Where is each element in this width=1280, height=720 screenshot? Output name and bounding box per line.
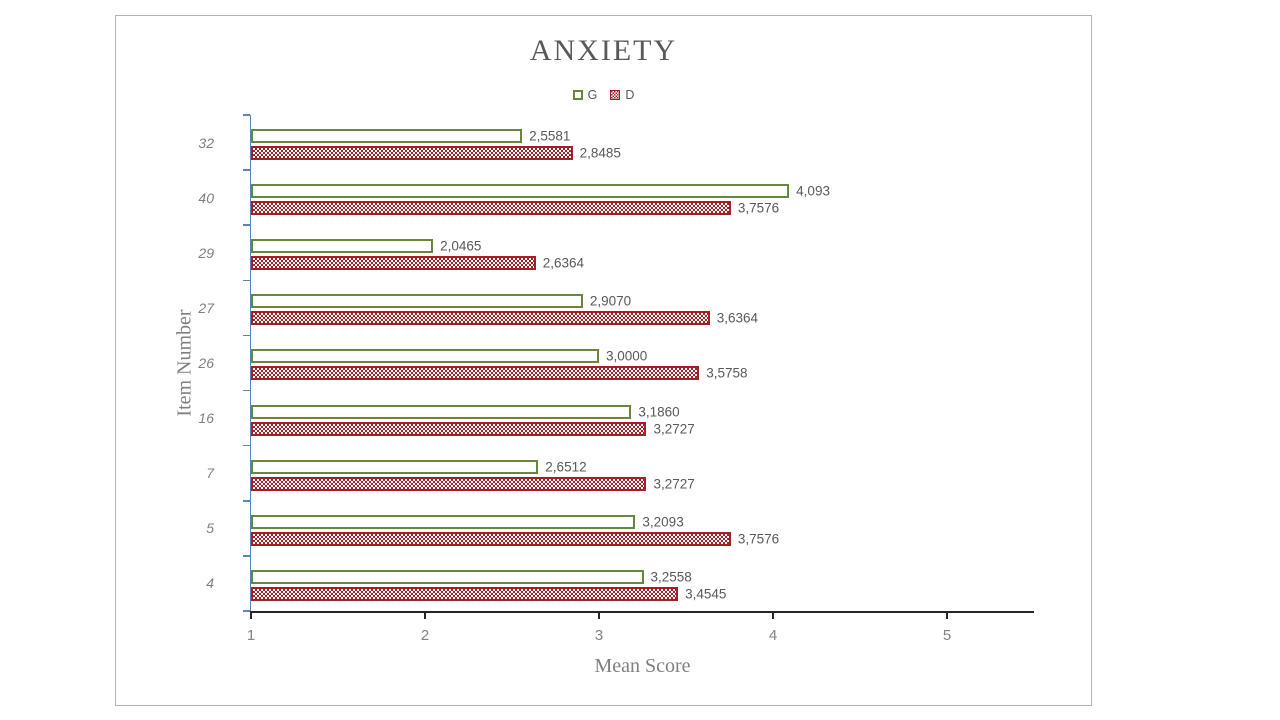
bar-g-16: 3,1860 — [251, 404, 680, 419]
y-tick — [242, 224, 250, 226]
bar-g-5: 3,2093 — [251, 514, 684, 529]
category-group: 26 3,0000 3,5758 — [198, 335, 1034, 390]
category-label: 40 — [198, 189, 214, 206]
category-group: 40 4,093 3,7576 — [198, 170, 1034, 225]
y-tick — [242, 169, 250, 171]
category-group: 29 2,0465 2,6364 — [198, 225, 1034, 280]
y-tick — [242, 444, 250, 447]
category-label: 4 — [206, 575, 214, 592]
category-group: 4 3,2558 3,4545 — [206, 556, 1034, 611]
bar-d-29: 2,6364 — [251, 256, 584, 271]
value-label: 2,8485 — [579, 145, 621, 161]
x-tick-label: 1 — [246, 627, 256, 644]
bar-d-7: 3,2727 — [251, 476, 695, 491]
bar-d-4: 3,4545 — [251, 586, 726, 601]
value-label: 3,6364 — [716, 310, 759, 326]
y-axis-title: Item Number — [173, 309, 196, 417]
y-tick — [242, 610, 250, 612]
bar-g-40: 4,093 — [251, 184, 830, 199]
x-axis-title: Mean Score — [594, 655, 691, 677]
bar-d-26: 3,5758 — [251, 366, 747, 381]
x-tick — [424, 612, 426, 619]
value-label: 3,0000 — [606, 348, 648, 364]
category-label: 27 — [198, 299, 214, 316]
value-label: 3,2727 — [653, 476, 695, 492]
bar-g-29: 2,0465 — [251, 239, 481, 254]
value-label: 3,2727 — [653, 421, 695, 437]
bar-g-4: 3,2558 — [251, 569, 692, 584]
category-label: 26 — [198, 354, 214, 371]
y-tick — [242, 334, 250, 337]
value-label: 2,9070 — [589, 293, 632, 309]
bar-d-40: 3,7576 — [251, 201, 779, 216]
chart-title: ANXIETY — [529, 34, 678, 67]
y-tick — [242, 279, 250, 282]
category-group: 27 2,9070 3,6364 — [198, 280, 1034, 335]
value-label: 2,6512 — [545, 459, 587, 475]
category-group: 5 3,2093 3,7576 — [206, 501, 1034, 556]
value-label: 3,7576 — [737, 531, 780, 547]
bar-d-27: 3,6364 — [251, 311, 758, 326]
bar-d-5: 3,7576 — [251, 531, 779, 546]
x-axis — [249, 611, 1034, 613]
value-label: 3,5758 — [706, 365, 748, 381]
legend-item-d: D — [610, 88, 634, 102]
category-label: 7 — [206, 465, 214, 482]
bar-d-16: 3,2727 — [251, 421, 695, 436]
x-tick-label: 5 — [942, 627, 952, 644]
value-label: 2,6364 — [542, 255, 585, 271]
value-label: 3,7576 — [737, 200, 780, 216]
y-tick — [242, 114, 250, 116]
x-tick — [598, 612, 600, 619]
x-tick-label: 3 — [594, 627, 604, 644]
legend: G D — [116, 88, 1091, 102]
y-tick — [242, 555, 250, 557]
category-group: 32 2,5581 2,8485 — [198, 115, 1034, 170]
value-label: 4,093 — [796, 183, 830, 199]
x-tick-label: 4 — [768, 627, 778, 644]
category-label: 16 — [198, 410, 214, 427]
category-group: 7 2,6512 3,2727 — [206, 446, 1034, 501]
y-axis — [249, 115, 251, 618]
bar-g-27: 2,9070 — [251, 294, 631, 309]
x-tick — [946, 612, 948, 619]
bar-g-7: 2,6512 — [251, 459, 587, 474]
plot-area: 1 2 3 4 5 32 2,5581 2,8485 40 4,093 3,7576 29 2,046… — [174, 114, 1034, 677]
x-tick-label: 2 — [420, 627, 430, 644]
value-label: 3,2093 — [642, 514, 684, 530]
category-label: 32 — [198, 134, 214, 151]
bar-d-32: 2,8485 — [251, 146, 621, 161]
legend-swatch-g-icon — [572, 90, 583, 100]
legend-swatch-d-icon — [610, 90, 621, 100]
value-label: 2,5581 — [529, 128, 571, 144]
category-group: 16 3,1860 3,2727 — [198, 391, 1034, 446]
chart-card: ANXIETY G D 1 2 3 4 5 32 2,5581 2,8485 40 4,093 3… — [115, 15, 1092, 706]
y-tick — [242, 500, 250, 502]
legend-label-g: G — [587, 88, 598, 102]
bar-g-26: 3,0000 — [251, 349, 647, 364]
y-tick — [242, 389, 250, 392]
value-label: 2,0465 — [440, 238, 482, 254]
x-tick — [250, 612, 252, 619]
legend-label-d: D — [625, 88, 635, 102]
value-label: 3,4545 — [685, 586, 727, 602]
value-label: 3,2558 — [650, 569, 692, 585]
category-label: 29 — [198, 244, 214, 261]
category-label: 5 — [206, 520, 214, 537]
value-label: 3,1860 — [638, 404, 680, 420]
x-tick — [772, 612, 774, 619]
bar-g-32: 2,5581 — [251, 129, 570, 144]
legend-item-g: G — [572, 88, 598, 102]
